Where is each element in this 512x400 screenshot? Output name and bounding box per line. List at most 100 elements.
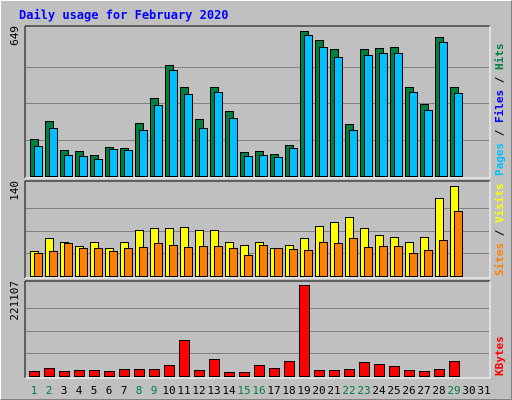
bar-kbytes-day-25 <box>389 366 400 377</box>
x-tick-label: 22 <box>342 384 355 397</box>
bar-kbytes-day-26 <box>404 370 415 377</box>
bar-files-day-14 <box>229 118 238 177</box>
x-tick-label: 9 <box>151 384 158 397</box>
x-tick-label: 27 <box>417 384 430 397</box>
bar-sites-day-27 <box>424 250 433 277</box>
bar-files-day-16 <box>259 155 268 177</box>
y-max-label: 140 <box>8 181 21 201</box>
x-axis: 1 2 3 4 5 6 7 8 9 10 11 12 13 14 15 16 17 18 19 20 21 22 23 24 2… <box>31 384 491 397</box>
x-tick-label: 26 <box>402 384 415 397</box>
bar-sites-day-24 <box>379 246 388 277</box>
bar-files-day-6 <box>109 149 118 177</box>
bar-files-day-12 <box>199 128 208 177</box>
legend-entry: Hits <box>493 44 506 71</box>
legend-entry: Visits <box>493 183 506 223</box>
bar-kbytes-day-18 <box>284 361 295 377</box>
bar-files-day-23 <box>364 55 373 177</box>
chart-title: Daily usage for February 2020 <box>19 8 229 22</box>
bar-sites-day-14 <box>229 248 238 277</box>
x-tick-label: 15 <box>237 384 250 397</box>
bar-kbytes-day-10 <box>164 365 175 377</box>
bar-sites-day-10 <box>169 245 178 277</box>
bar-sites-day-3 <box>64 243 73 277</box>
x-tick-label: 31 <box>477 384 490 397</box>
x-tick-label: 20 <box>312 384 325 397</box>
legend: KBytes <box>493 336 506 376</box>
bar-kbytes-day-23 <box>359 362 370 377</box>
x-tick-label: 2 <box>46 384 53 397</box>
x-tick-label: 3 <box>61 384 68 397</box>
bar-files-day-10 <box>169 70 178 177</box>
bar-sites-day-9 <box>154 243 163 277</box>
bar-sites-day-26 <box>409 253 418 277</box>
bar-kbytes-day-9 <box>149 369 160 377</box>
bar-kbytes-day-19 <box>299 285 310 377</box>
x-tick-label: 1 <box>31 384 38 397</box>
x-tick-label: 30 <box>462 384 475 397</box>
bar-kbytes-day-20 <box>314 370 325 377</box>
x-tick-label: 17 <box>267 384 280 397</box>
x-tick-label: 24 <box>372 384 386 397</box>
bar-files-day-29 <box>454 93 463 177</box>
x-tick-label: 10 <box>162 384 175 397</box>
bar-sites-day-28 <box>439 240 448 277</box>
legend: Sites / Visits <box>493 183 506 276</box>
bar-kbytes-day-5 <box>89 370 100 377</box>
bar-kbytes-day-11 <box>179 340 190 377</box>
legend-entry: Files <box>493 90 506 123</box>
bar-kbytes-day-14 <box>224 372 235 377</box>
bar-files-day-4 <box>79 156 88 177</box>
bar-kbytes-day-16 <box>254 365 265 377</box>
bar-kbytes-day-8 <box>134 369 145 377</box>
bar-files-day-2 <box>49 128 58 177</box>
legend-entry: Pages <box>493 143 506 176</box>
bar-sites-day-15 <box>244 255 253 277</box>
x-tick-label: 21 <box>327 384 340 397</box>
x-tick-label: 29 <box>447 384 460 397</box>
bar-files-day-26 <box>409 92 418 177</box>
bar-sites-day-23 <box>364 247 373 277</box>
y-max-label: 221107 <box>8 281 21 321</box>
bar-sites-day-22 <box>349 238 358 277</box>
bar-sites-day-18 <box>289 249 298 277</box>
x-tick-label: 23 <box>357 384 370 397</box>
x-tick-label: 19 <box>297 384 310 397</box>
bar-files-day-27 <box>424 110 433 177</box>
legend: Pages / Files / Hits <box>493 44 506 177</box>
bar-sites-day-21 <box>334 243 343 277</box>
panel-hits-files: 649 Pages / Files / Hits <box>8 25 506 179</box>
bar-files-day-17 <box>274 157 283 177</box>
bar-sites-day-12 <box>199 246 208 277</box>
bar-sites-day-1 <box>34 253 43 277</box>
y-max-label: 649 <box>8 26 21 46</box>
legend-entry: Sites <box>493 243 506 276</box>
bar-sites-day-13 <box>214 246 223 277</box>
bar-files-day-24 <box>379 53 388 177</box>
x-tick-label: 5 <box>91 384 98 397</box>
bar-kbytes-day-17 <box>269 368 280 377</box>
bar-kbytes-day-7 <box>119 369 130 377</box>
bar-kbytes-day-12 <box>194 370 205 377</box>
bar-files-day-15 <box>244 156 253 177</box>
bar-kbytes-day-2 <box>44 368 55 377</box>
bar-sites-day-11 <box>184 247 193 277</box>
x-tick-label: 4 <box>76 384 83 397</box>
panel-sites-visits: 140 Sites / Visits <box>8 180 506 279</box>
x-tick-label: 12 <box>192 384 205 397</box>
bar-kbytes-day-28 <box>434 369 445 377</box>
bar-kbytes-day-24 <box>374 364 385 377</box>
bar-sites-day-6 <box>109 251 118 277</box>
bar-files-day-25 <box>394 53 403 177</box>
panel-kbytes: 221107 KBytes <box>8 280 506 379</box>
bar-kbytes-day-21 <box>329 370 340 377</box>
panel-background <box>25 281 490 378</box>
bar-files-day-19 <box>304 35 313 177</box>
bar-files-day-22 <box>349 130 358 177</box>
bar-kbytes-day-4 <box>74 370 85 377</box>
bar-sites-day-8 <box>139 247 148 277</box>
x-tick-label: 8 <box>136 384 143 397</box>
bar-kbytes-day-29 <box>449 361 460 377</box>
bar-sites-day-19 <box>304 250 313 277</box>
bar-files-day-11 <box>184 94 193 177</box>
bar-sites-day-7 <box>124 248 133 277</box>
